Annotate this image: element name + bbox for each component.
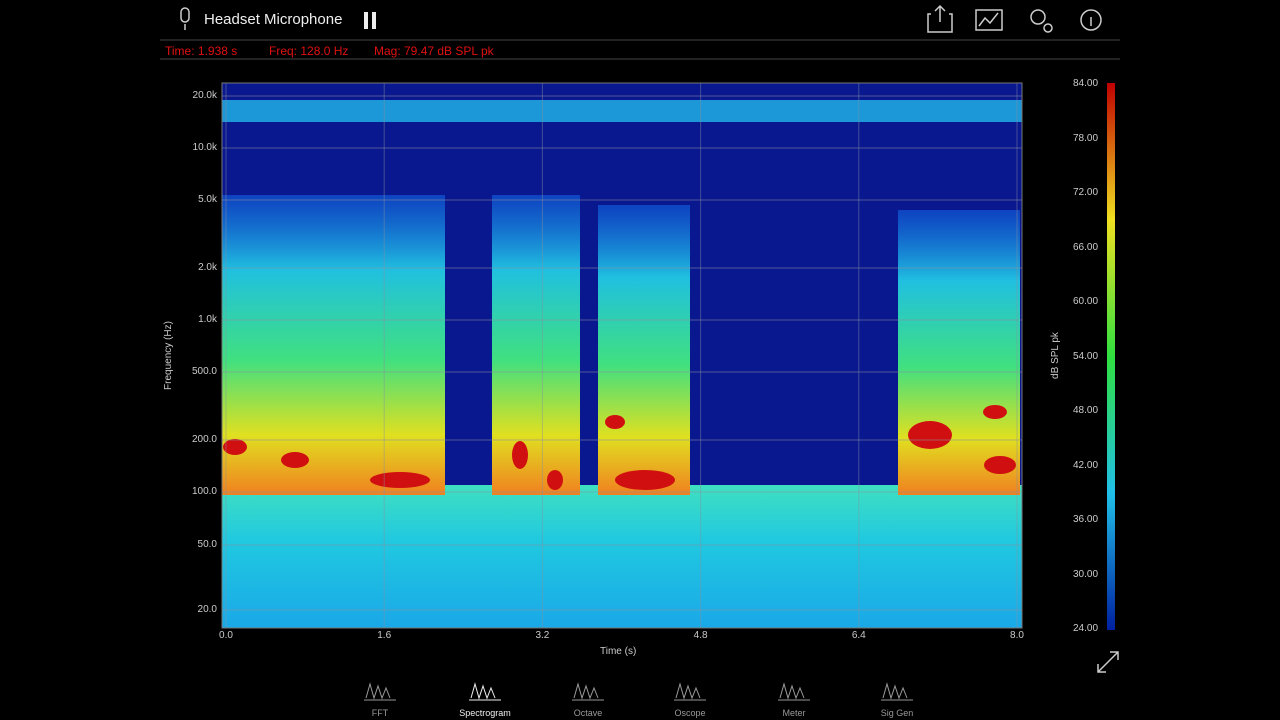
tab-label[interactable]: Spectrogram [459, 708, 511, 718]
y-tick-label: 10.0k [192, 142, 217, 153]
tab-icon[interactable] [674, 682, 706, 701]
segment [598, 205, 690, 495]
y-axis-label: Frequency (Hz) [162, 321, 174, 390]
status-freq: Freq: 128.0 Hz [269, 44, 349, 58]
colorbar-tick-label: 84.00 [1073, 78, 1099, 89]
colorbar-tick-label: 66.00 [1073, 241, 1099, 253]
spot [615, 470, 675, 490]
x-axis-label: Time (s) [600, 646, 637, 657]
colorbar-tick-label: 54.00 [1073, 350, 1099, 362]
y-tick-label: 20.0k [192, 90, 217, 101]
device-name[interactable]: Headset Microphone [204, 11, 343, 28]
info-icon[interactable] [1080, 9, 1102, 31]
spot [983, 405, 1007, 419]
y-tick-label: 2.0k [198, 262, 217, 273]
expand-icon[interactable] [1097, 651, 1119, 673]
spot [547, 470, 563, 490]
spot [605, 415, 625, 429]
icons [180, 4, 1119, 673]
y-tick-label: 20.0 [197, 604, 217, 615]
chart-icon[interactable] [975, 9, 1003, 31]
colorbar-tick-label: 78.00 [1073, 132, 1099, 144]
pause-icon[interactable] [372, 12, 376, 29]
tab-icon[interactable] [572, 682, 604, 701]
segment [492, 195, 580, 495]
y-tick-label: 200.0 [191, 434, 217, 445]
spot [281, 452, 309, 468]
x-tick-label: 3.2 [535, 630, 550, 641]
spot [908, 421, 952, 449]
tab-label[interactable]: Sig Gen [880, 708, 914, 718]
x-tick-label: 1.6 [377, 630, 392, 641]
hf-band [222, 100, 1022, 122]
tab-label[interactable]: Oscope [674, 708, 706, 718]
share-icon[interactable] [927, 4, 953, 33]
tab-label[interactable]: FFT [371, 708, 389, 718]
chart-icon[interactable] [978, 12, 999, 27]
colorbar-tick-label: 72.00 [1073, 187, 1099, 198]
y-tick-label: 5.0k [198, 194, 217, 205]
tab-icon[interactable] [881, 682, 913, 701]
hot-spots [223, 405, 1016, 490]
spot [984, 456, 1016, 474]
segment [222, 195, 445, 495]
x-tick-label: 0.0 [219, 630, 233, 641]
spot [370, 472, 430, 488]
colorbar-tick-label: 42.00 [1073, 459, 1099, 471]
colorbar-tick-label: 24.00 [1073, 623, 1099, 634]
tab-icon[interactable] [469, 682, 501, 701]
tab-label[interactable]: Meter [782, 708, 806, 718]
status-mag: Mag: 79.47 dB SPL pk [374, 44, 494, 58]
y-tick-label: 500.0 [191, 366, 217, 377]
low-band [222, 485, 1022, 628]
status-time: Time: 1.938 s [165, 44, 238, 58]
tab-icon[interactable] [364, 682, 396, 701]
speech-segments [222, 195, 1020, 495]
tab-icon[interactable] [778, 682, 810, 701]
y-tick-label: 50.0 [197, 539, 217, 550]
colorbar-tick-label: 30.00 [1073, 568, 1099, 580]
settings-icon[interactable] [1043, 23, 1053, 33]
colorbar-tick-label: 48.00 [1073, 405, 1099, 416]
pause-icon[interactable] [364, 12, 368, 29]
colorbar-label: dB SPL pk [1049, 332, 1061, 379]
plot-frame [221, 82, 1023, 629]
y-tick-label: 1.0k [198, 314, 217, 325]
x-tick-label: 8.0 [1010, 630, 1024, 641]
segment [898, 210, 1020, 495]
tab-label[interactable]: Octave [573, 708, 603, 718]
x-tick-label: 6.4 [851, 630, 866, 641]
colorbar-tick-label: 36.00 [1073, 514, 1099, 525]
x-tick-label: 4.8 [693, 630, 708, 641]
colorbar-tick-label: 60.00 [1073, 296, 1099, 307]
colorbar [1107, 83, 1115, 630]
spot [223, 439, 247, 455]
spot [512, 441, 528, 469]
mic-icon [180, 7, 190, 23]
y-tick-label: 100.0 [191, 486, 217, 497]
settings-icon[interactable] [1030, 9, 1046, 25]
